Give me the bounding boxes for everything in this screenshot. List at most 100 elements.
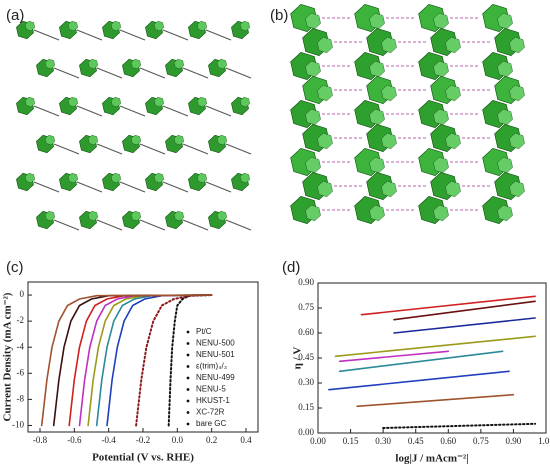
polyhedron [239,20,251,32]
legend-label: NENU-500 [196,339,235,348]
linker [162,181,189,193]
plot-frame [317,282,547,434]
y-tick-label: 0.00 [298,427,314,437]
series-line [356,393,515,408]
panel-label: (a) [6,7,24,24]
polyhedron [239,172,251,184]
x-tick-label: 0.75 [473,436,489,446]
linker [139,143,166,155]
linker [182,143,209,155]
polyhedron [381,84,397,102]
polyhedron [509,36,525,54]
x-tick-label: 0.45 [408,436,424,446]
polyhedron [110,20,122,32]
series-line [393,300,536,321]
linker [33,181,60,193]
y-tick-label: -10 [12,420,24,430]
linker [96,219,123,231]
legend-label: ε(trim)₄/₃ [196,362,227,371]
y-tick-label: -4 [17,341,25,351]
polyhedron [67,96,79,108]
polyhedron [44,58,56,70]
polyhedron [24,20,36,32]
polyhedron [433,204,449,222]
polyhedron [445,132,461,150]
polyhedron [239,96,251,108]
linker [76,29,103,41]
y-tick-label: 0.15 [298,402,314,412]
polyhedron [110,172,122,184]
polyhedron [153,96,165,108]
polyhedron [305,204,321,222]
linker [96,67,123,79]
y-tick-label: -2 [17,315,25,325]
y-tick-label: 0 [20,289,25,299]
legend-marker [186,399,190,403]
polyhedron [24,172,36,184]
legend-marker [186,353,190,357]
polyhedron [87,58,99,70]
polyhedron [196,172,208,184]
y-tick-label: 0.30 [298,377,314,387]
polyhedron [369,204,385,222]
x-tick-label: 0.00 [310,436,326,446]
legend-label: NENU-499 [196,373,235,382]
structure-images [16,3,525,231]
x-tick-label: 0.2 [206,435,217,445]
series-line [382,422,537,429]
x-tick-label: 0.90 [506,436,522,446]
polyhedron [87,134,99,146]
linker [76,181,103,193]
linker [205,29,232,41]
x-tick-label: -0.4 [102,435,117,445]
polyhedron [67,172,79,184]
legend-label: NENU-5 [196,385,226,394]
x-tick-label: 0.0 [172,435,184,445]
linker [205,105,232,117]
series-line [328,370,510,391]
panel-label: (d) [282,259,300,276]
series-line [338,350,504,373]
polyhedron [130,58,142,70]
series-line [167,294,213,427]
series-line [393,317,536,334]
series-line [360,295,536,316]
polyhedron [153,20,165,32]
panel-label: (c) [6,259,24,276]
polyhedron [153,172,165,184]
panel-label: (b) [270,7,288,24]
polyhedron [44,210,56,222]
y-tick-label: -8 [17,393,25,403]
series-line [338,350,450,363]
linker [225,219,252,231]
linker [119,105,146,117]
polyhedron [110,96,122,108]
polyhedron [24,96,36,108]
y-axis-label: Current Density (mA cm⁻²) [2,292,14,421]
linker [96,143,123,155]
polyhedron [381,132,397,150]
linker [53,219,80,231]
linker [182,67,209,79]
polyhedron [130,210,142,222]
polyhedron [445,84,461,102]
polyhedron [317,132,333,150]
linker [162,105,189,117]
y-tick-label: 0.45 [298,352,314,362]
polyhedron [381,36,397,54]
series-line [334,335,536,358]
series-line [135,294,213,427]
x-tick-label: 1.05 [538,436,550,446]
series-line [106,294,213,427]
polyhedron [196,96,208,108]
x-tick-label: 0.30 [375,436,391,446]
linker [33,105,60,117]
linker [139,67,166,79]
polyhedron [87,210,99,222]
polyhedron [173,210,185,222]
legend-label: Pt/C [196,327,212,336]
legend-label: HKUST-1 [196,396,230,405]
polyhedron [216,134,228,146]
x-tick-label: 0.15 [343,436,359,446]
linker [162,29,189,41]
